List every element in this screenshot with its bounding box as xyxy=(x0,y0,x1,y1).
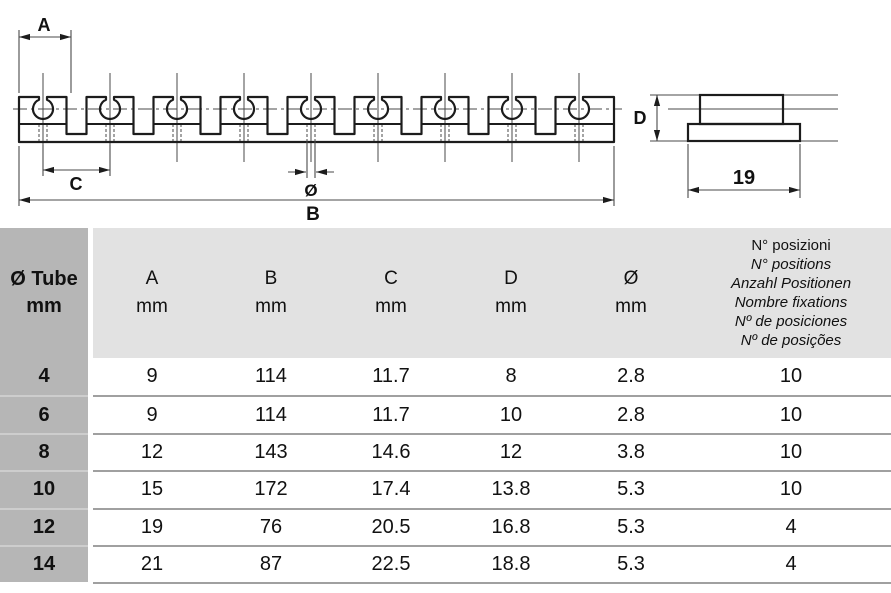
cell-positions: 10 xyxy=(691,358,891,396)
column-gap xyxy=(88,395,93,431)
column-gap xyxy=(88,507,93,543)
cell-a: 9 xyxy=(93,358,211,396)
cell-b: 143 xyxy=(211,432,331,471)
cell-a: 15 xyxy=(93,470,211,508)
cell-dia: 5.3 xyxy=(571,507,691,545)
header-col-d: D mm xyxy=(451,228,571,358)
cell-tube: 10 xyxy=(0,470,88,508)
positions-label-en: N° positions xyxy=(750,256,832,273)
header-unit-a: mm xyxy=(136,296,168,317)
header-unit-b: mm xyxy=(255,296,287,317)
header-col-c: C mm xyxy=(331,228,451,358)
cell-d: 13.8 xyxy=(451,470,571,508)
header-tube-line2: mm xyxy=(26,295,62,317)
dimension-lines xyxy=(19,36,800,201)
cell-dia: 3.8 xyxy=(571,432,691,471)
dim-label-d: D xyxy=(634,108,647,128)
cell-c: 11.7 xyxy=(331,358,451,396)
cell-positions: 10 xyxy=(691,432,891,471)
cell-tube: 4 xyxy=(0,358,88,396)
cell-c: 17.4 xyxy=(331,470,451,508)
header-letter-d: D xyxy=(504,268,518,289)
cell-d: 8 xyxy=(451,358,571,396)
cell-a: 21 xyxy=(93,544,211,585)
table-row: 10 15 172 17.4 13.8 5.3 10 xyxy=(0,470,891,508)
cell-d: 10 xyxy=(451,395,571,433)
cell-d: 16.8 xyxy=(451,507,571,545)
cell-d: 12 xyxy=(451,432,571,471)
dim-label-side-width: 19 xyxy=(733,167,755,189)
cell-a: 9 xyxy=(93,395,211,433)
cell-dia: 2.8 xyxy=(571,395,691,433)
dim-label-b: B xyxy=(306,204,320,225)
positions-label-de: Anzahl Positionen xyxy=(730,275,852,292)
column-gap xyxy=(88,432,93,469)
dim-label-dia: Ø xyxy=(304,181,317,200)
table-row: 4 9 114 11.7 8 2.8 10 xyxy=(0,358,891,396)
cell-positions: 4 xyxy=(691,544,891,585)
cell-dia: 5.3 xyxy=(571,544,691,585)
table-row: 8 12 143 14.6 12 3.8 10 xyxy=(0,432,891,471)
cell-a: 19 xyxy=(93,507,211,545)
cell-c: 22.5 xyxy=(331,544,451,585)
header-letter-c: C xyxy=(384,268,398,289)
cell-dia: 5.3 xyxy=(571,470,691,508)
dimension-table: Ø Tube mm A mm B mm C mm D mm Ø mm xyxy=(0,228,891,585)
header-letter-b: B xyxy=(264,268,278,289)
cell-tube: 6 xyxy=(0,395,88,433)
table-row: 12 19 76 20.5 16.8 5.3 4 xyxy=(0,507,891,545)
cell-d: 18.8 xyxy=(451,544,571,585)
header-unit-d: mm xyxy=(495,296,527,317)
header-col-dia: Ø mm xyxy=(571,228,691,358)
side-view-base xyxy=(686,122,802,143)
header-col-b: B mm xyxy=(211,228,331,358)
table-header-row: Ø Tube mm A mm B mm C mm D mm Ø mm xyxy=(0,228,891,358)
clamp-centerlines xyxy=(42,73,580,162)
header-tube-diameter: Ø Tube mm xyxy=(0,228,88,358)
dimension-arrowheads xyxy=(19,33,800,204)
cell-dia: 2.8 xyxy=(571,358,691,396)
header-tube-line1: Ø Tube xyxy=(10,268,78,290)
cell-tube: 8 xyxy=(0,432,88,471)
header-unit-dia: mm xyxy=(615,296,647,317)
cell-positions: 4 xyxy=(691,507,891,545)
header-unit-c: mm xyxy=(375,296,407,317)
cell-tube: 14 xyxy=(0,544,88,583)
column-gap xyxy=(88,358,93,394)
cell-positions: 10 xyxy=(691,395,891,433)
header-col-a: A mm xyxy=(93,228,211,358)
table-row: 6 9 114 11.7 10 2.8 10 xyxy=(0,395,891,433)
column-gap xyxy=(88,228,93,358)
positions-label-fr: Nombre fixations xyxy=(734,294,848,311)
table-row: 14 21 87 22.5 18.8 5.3 4 xyxy=(0,544,891,585)
cell-positions: 10 xyxy=(691,470,891,508)
cell-b: 172 xyxy=(211,470,331,508)
header-letter-a: A xyxy=(145,268,159,289)
cell-b: 114 xyxy=(211,395,331,433)
cell-a: 12 xyxy=(93,432,211,471)
dim-label-c: C xyxy=(70,174,83,194)
positions-label-pt: Nº de posições xyxy=(740,332,842,349)
cell-b: 87 xyxy=(211,544,331,585)
column-gap xyxy=(88,544,93,581)
positions-label-it: N° posizioni xyxy=(751,237,831,254)
cell-b: 76 xyxy=(211,507,331,545)
dim-label-a: A xyxy=(38,15,51,35)
extension-lines xyxy=(18,30,801,206)
cell-c: 14.6 xyxy=(331,432,451,471)
column-gap xyxy=(88,470,93,506)
header-letter-dia: Ø xyxy=(623,268,639,289)
cell-tube: 12 xyxy=(0,507,88,545)
cell-b: 114 xyxy=(211,358,331,396)
cell-c: 11.7 xyxy=(331,395,451,433)
header-col-positions: N° posizioni N° positions Anzahl Positio… xyxy=(691,228,891,358)
cell-c: 20.5 xyxy=(331,507,451,545)
rail-outline xyxy=(17,95,616,144)
positions-label-es: Nº de posiciones xyxy=(734,313,848,330)
side-view-reference-lines xyxy=(650,94,838,142)
technical-drawing: A C Ø B D 19 xyxy=(13,15,838,225)
